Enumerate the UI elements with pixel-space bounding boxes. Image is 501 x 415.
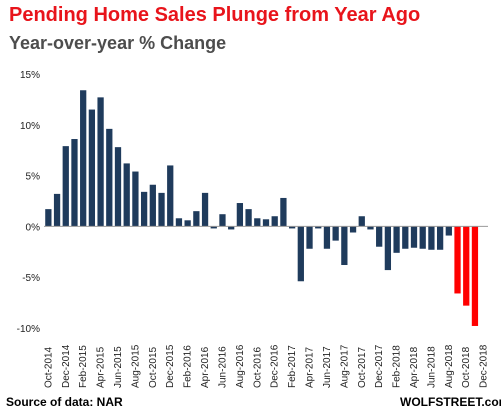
bar [341,226,348,266]
bar [419,226,426,249]
bar [149,184,156,227]
bar [358,216,365,227]
bar [332,226,339,241]
bar [123,163,130,227]
bar [210,226,217,229]
x-tick-label: Aug-2015 [130,344,141,388]
bar [428,226,435,250]
x-tick-label: Jun-2015 [113,346,124,388]
x-tick-label: Aug-2017 [339,344,350,388]
x-tick-label: Jun-2018 [426,346,437,388]
bar [71,139,78,227]
bar [80,90,87,227]
bar [158,192,165,227]
bar [97,97,104,227]
bar [175,218,183,227]
x-axis: Oct-2014 Dec-2014 Feb-2015 Apr-2015 Jun-2015… [43,344,489,388]
bar [88,109,96,227]
y-tick-label: 15% [20,70,40,81]
bar [271,216,278,227]
x-tick-label: Jun-2016 [217,346,228,388]
x-tick-label: Apr-2017 [305,346,316,388]
x-tick-label: Oct-2015 [148,346,159,388]
bar [288,226,296,229]
chart-title: Pending Home Sales Plunge from Year Ago [9,4,421,26]
bar [114,147,122,227]
x-tick-label: Apr-2015 [96,346,107,388]
x-tick-label: Dec-2015 [165,344,176,388]
bar [323,226,331,249]
bar [463,226,470,306]
bar [384,226,392,271]
y-tick-label: -5% [22,273,40,284]
bar [445,226,452,236]
x-tick-label: Apr-2018 [409,346,420,388]
bar [315,226,322,229]
bar [306,226,313,249]
bar [436,226,444,250]
x-tick-label: Feb-2016 [183,345,194,388]
bar [349,226,357,233]
bar [132,171,139,227]
y-tick-label: 0% [26,222,41,233]
bar [62,146,69,227]
bar [280,197,287,227]
x-tick-label: Feb-2018 [392,345,403,388]
x-tick-label: Oct-2014 [43,346,54,388]
x-tick-label: Apr-2016 [200,346,211,388]
bar [262,219,270,227]
bar [45,209,52,227]
x-tick-label: Aug-2018 [444,344,455,388]
y-tick-label: 10% [20,121,40,132]
y-tick-label: 5% [26,172,41,183]
x-tick-label: Oct-2017 [357,346,368,388]
bar [167,165,174,227]
bar [53,193,61,227]
x-tick-label: Feb-2017 [287,345,298,388]
x-tick-label: Dec-2018 [479,344,490,388]
bar [201,192,209,227]
bar [410,226,418,248]
bar [140,191,148,227]
bar [454,226,461,294]
x-tick-label: Jun-2017 [322,346,333,388]
x-tick-label: Aug-2016 [235,344,246,388]
x-tick-label: Oct-2016 [252,346,263,388]
x-tick-label: Feb-2015 [78,345,89,388]
source-note: Source of data: NAR [6,395,123,409]
bar [297,226,304,282]
bar [106,128,113,227]
y-axis: -10% -5% 0% 5% 10% 15% [17,70,40,335]
bars [45,90,479,326]
x-tick-label: Dec-2016 [270,344,281,388]
bar [219,214,226,227]
x-tick-label: Oct-2018 [461,346,472,388]
chart-subtitle: Year-over-year % Change [9,33,227,53]
bar [376,226,383,247]
bar [236,203,244,227]
bar [402,226,409,249]
bar [393,226,400,253]
bar [471,226,479,326]
x-tick-label: Dec-2014 [61,344,72,388]
bar [184,220,191,227]
brand-label: WOLFSTREET.com [400,395,501,409]
bar [254,218,261,227]
bar [228,226,235,230]
y-tick-label: -10% [17,324,40,335]
x-tick-label: Dec-2017 [374,344,385,388]
bar [367,226,374,230]
bar [193,211,200,227]
bar [245,209,252,227]
